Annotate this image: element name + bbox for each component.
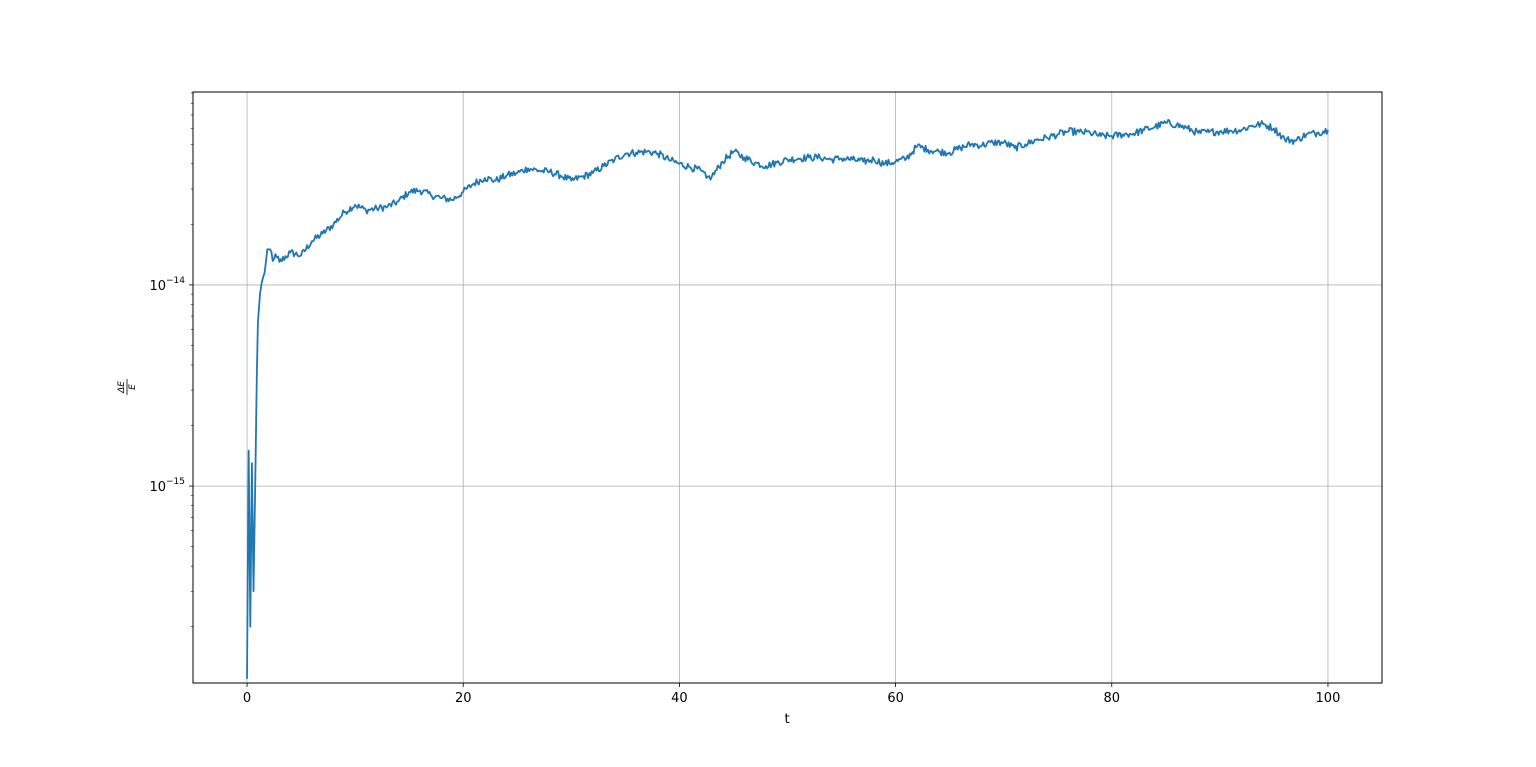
x-axis-ticks: 0 20 40 60 80 100 — [243, 683, 1340, 706]
y-axis-label-numerator: ΔE — [117, 381, 127, 394]
y-tick-label-1: 10−15 — [149, 477, 185, 495]
x-tick-label-1: 20 — [455, 691, 472, 706]
x-tick-label-2: 40 — [671, 691, 688, 706]
y-tick-label-0: 10−14 — [149, 276, 185, 294]
y-axis-ticks: 10−14 10−15 — [149, 92, 193, 628]
plot-frame — [192, 91, 1383, 684]
x-tick-label-4: 80 — [1103, 691, 1120, 706]
x-axis-label: t — [784, 712, 789, 727]
y-axis-label: ΔE E — [117, 379, 138, 395]
x-tick-label-0: 0 — [243, 691, 251, 706]
x-tick-label-3: 60 — [887, 691, 904, 706]
x-tick-label-5: 100 — [1316, 691, 1341, 706]
data-series — [246, 118, 1329, 679]
series-line-0 — [246, 118, 1329, 679]
y-axis-label-denominator: E — [128, 384, 138, 390]
